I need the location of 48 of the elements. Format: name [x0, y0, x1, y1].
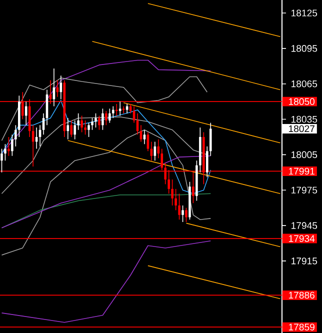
line-series	[1, 129, 212, 256]
candlestick	[112, 106, 114, 118]
candlestick	[171, 179, 174, 206]
candlestick	[143, 129, 146, 144]
candlestick	[174, 188, 177, 211]
candlestick	[115, 104, 118, 116]
candlestick	[84, 120, 86, 136]
candlestick	[98, 115, 100, 130]
text: 18027	[288, 125, 314, 132]
candlestick	[178, 193, 180, 220]
ref-line-label: 17859	[288, 324, 314, 330]
candlestick	[8, 136, 10, 156]
candlestick	[122, 106, 125, 114]
y-tick-label: 17915	[292, 258, 318, 264]
candlestick	[108, 108, 111, 124]
y-tick-label: 18035	[292, 116, 318, 123]
line-series	[1, 193, 212, 228]
candlestick	[70, 120, 73, 138]
candlestick	[4, 144, 6, 161]
candlestick	[80, 115, 83, 133]
candlestick	[77, 112, 80, 130]
candlestick	[66, 118, 70, 140]
y-tick-label: 18125	[292, 10, 318, 16]
line-series	[1, 116, 208, 194]
candlestick	[182, 205, 184, 222]
candlestick	[118, 101, 122, 116]
candlestick	[11, 134, 14, 156]
ref-line-label: 17991	[288, 168, 314, 175]
candlestick	[88, 122, 90, 138]
line-series	[1, 240, 212, 323]
candlestick	[0, 148, 3, 173]
y-tick-label: 18095	[292, 45, 318, 52]
candlestick	[24, 101, 28, 126]
ref-line-label: 17934	[288, 235, 315, 242]
ref-line-label: 18050	[288, 98, 315, 105]
y-tick-label: 18005	[292, 151, 318, 158]
line-series	[1, 76, 208, 141]
y-tick-label: 18065	[292, 80, 318, 88]
candlestick	[91, 118, 94, 130]
candlestick	[105, 110, 108, 126]
candlestick	[102, 108, 104, 130]
candlestick	[74, 120, 76, 140]
candlestick	[185, 207, 188, 222]
ref-line-label: 17886	[288, 292, 314, 299]
y-tick-label: 17975	[292, 186, 318, 194]
line-series	[1, 155, 212, 228]
candlestick	[94, 112, 97, 128]
y-tick-label: 17945	[292, 222, 318, 229]
